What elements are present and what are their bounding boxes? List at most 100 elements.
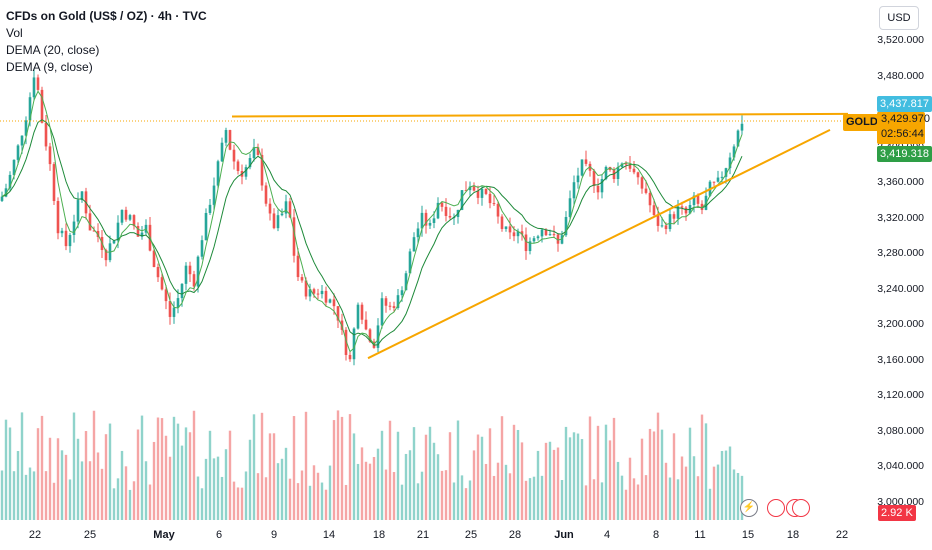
candle-body — [212, 185, 216, 205]
us-flag-icon[interactable] — [767, 499, 785, 517]
volume-bar — [392, 472, 396, 520]
volume-bar — [656, 412, 660, 520]
volume-bar — [460, 475, 464, 520]
volume-bar — [8, 427, 12, 520]
flash-icon[interactable]: ⚡ — [740, 499, 758, 517]
candle-body — [400, 290, 404, 296]
volume-bar — [364, 461, 368, 520]
volume-bar — [76, 438, 80, 520]
candle-body — [260, 154, 264, 186]
candle-body — [324, 290, 328, 303]
volume-bar — [472, 450, 476, 520]
candle-body — [572, 182, 576, 199]
volume-bar — [728, 446, 732, 520]
candle-body — [384, 298, 388, 306]
candle-body — [72, 221, 76, 235]
volume-bar — [716, 464, 720, 520]
volume-bar — [300, 470, 304, 520]
candle-body — [112, 240, 116, 244]
volume-bar — [80, 461, 84, 520]
candle-body — [576, 175, 580, 183]
candle-body — [32, 77, 36, 98]
volume-bar — [696, 476, 700, 520]
price-tick-label: 3,360.000 — [877, 176, 924, 189]
legend-dema9[interactable]: DEMA (9, close) — [6, 60, 93, 74]
volume-bar — [284, 447, 288, 520]
volume-bar — [536, 450, 540, 520]
volume-bar — [84, 431, 88, 520]
volume-bar — [572, 432, 576, 520]
volume-bar — [236, 487, 240, 520]
volume-bar — [188, 432, 192, 520]
volume-bar — [60, 450, 64, 520]
candle-body — [448, 215, 452, 218]
candle-body — [248, 158, 252, 168]
volume-bar — [224, 449, 228, 520]
price-tick-label: 3,240.000 — [877, 282, 924, 295]
candle-body — [624, 163, 628, 165]
volume-bar — [468, 480, 472, 520]
volume-bar — [292, 416, 296, 520]
volume-bar — [48, 437, 52, 520]
currency-selector[interactable]: USD — [879, 6, 919, 30]
volume-bar — [448, 432, 452, 520]
volume-bar — [208, 430, 212, 520]
candle-body — [556, 234, 560, 244]
volume-bar — [684, 466, 688, 520]
volume-bar — [476, 434, 480, 520]
price-tick-label: 3,520.000 — [877, 34, 924, 46]
candle-body — [344, 329, 348, 355]
candle-body — [516, 231, 520, 237]
volume-bar — [680, 456, 684, 520]
symbol-tag: GOLD — [843, 114, 881, 131]
volume-bar — [660, 429, 664, 520]
candle-body — [356, 304, 360, 329]
dema-9-line — [1, 90, 743, 353]
candle-body — [336, 306, 340, 321]
candle-body — [60, 230, 64, 234]
volume-bar — [28, 467, 32, 520]
candle-body — [680, 206, 684, 208]
dema-20-line — [1, 119, 743, 346]
candle-body — [272, 213, 276, 229]
candle-body — [520, 231, 524, 235]
us-flag-icon[interactable] — [792, 499, 810, 517]
candle-body — [536, 236, 540, 239]
time-tick-label: 22 — [28, 529, 42, 541]
candle-body — [284, 201, 288, 214]
candle-body — [436, 202, 440, 219]
legend-dema20[interactable]: DEMA (20, close) — [6, 43, 100, 57]
volume-bar — [116, 478, 120, 520]
volume-bar — [596, 425, 600, 520]
candle-body — [292, 217, 296, 256]
candle-body — [232, 149, 236, 162]
volume-bar — [404, 453, 408, 520]
time-tick-label: 18 — [786, 529, 800, 541]
legend-vol[interactable]: Vol — [6, 26, 23, 40]
price-tick-label: 3,120.000 — [877, 389, 924, 402]
volume-bar — [544, 442, 548, 520]
candle-body — [188, 265, 192, 275]
volume-bar — [540, 475, 544, 520]
time-tick-label: 11 — [694, 529, 706, 541]
volume-bar — [240, 487, 244, 520]
volume-bar — [344, 484, 348, 520]
candle-body — [416, 228, 420, 238]
candle-body — [216, 161, 220, 186]
candle-body — [40, 89, 44, 123]
candle-body — [496, 203, 500, 217]
volume-bar — [368, 463, 372, 520]
candle-body — [228, 130, 232, 150]
candle-body — [408, 251, 412, 274]
candle-body — [500, 216, 504, 229]
candle-body — [192, 274, 196, 287]
candle-body — [428, 223, 432, 226]
volume-bar — [376, 448, 380, 520]
volume-bar — [96, 452, 100, 520]
candle-body — [124, 209, 128, 220]
last-price-block: 3,429.970 02:56:44 — [877, 112, 930, 144]
volume-bar — [312, 465, 316, 520]
volume-bar — [264, 477, 268, 520]
legend-title: CFDs on Gold (US$ / OZ) · 4h · TVC — [6, 9, 207, 23]
